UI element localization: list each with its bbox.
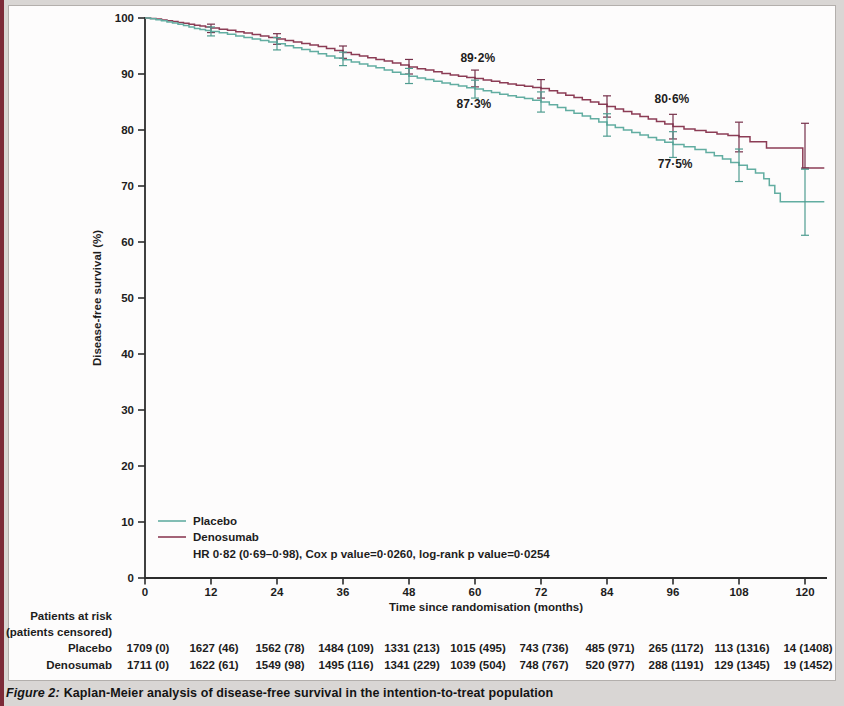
risk-value: 265 (1172) [649, 642, 704, 654]
x-tick-label: 60 [469, 586, 482, 598]
y-axis-title: Disease-free survival (%) [91, 230, 103, 366]
risk-value: 1039 (504) [450, 659, 506, 671]
y-tick-label: 30 [121, 404, 134, 416]
y-tick-label: 60 [121, 236, 134, 248]
annotation-label: 87·3% [457, 97, 492, 111]
risk-table-header2: (patients censored) [6, 626, 112, 638]
risk-value: 1562 (78) [255, 642, 304, 654]
legend-label: Placebo [193, 515, 237, 527]
risk-row-label: Placebo [68, 642, 112, 654]
x-axis-title: Time since randomisation (months) [389, 601, 583, 613]
x-tick-label: 36 [337, 586, 350, 598]
x-tick-label: 96 [667, 586, 680, 598]
y-tick-label: 70 [121, 180, 134, 192]
risk-value: 1711 (0) [127, 659, 169, 671]
figure-caption-text: Kaplan-Meier analysis of disease-free su… [64, 686, 554, 700]
risk-table-header: Patients at risk [30, 610, 112, 622]
legend-label: Denosumab [193, 531, 259, 543]
x-tick-label: 72 [535, 586, 548, 598]
y-tick-label: 20 [121, 460, 134, 472]
risk-value: 19 (1452) [783, 659, 832, 671]
y-tick-label: 50 [121, 292, 134, 304]
y-tick-label: 90 [121, 68, 134, 80]
risk-value: 1341 (229) [384, 659, 440, 671]
x-tick-label: 12 [205, 586, 218, 598]
x-tick-label: 48 [403, 586, 416, 598]
risk-value: 520 (977) [585, 659, 634, 671]
risk-value: 485 (971) [585, 642, 634, 654]
risk-value: 288 (1191) [649, 659, 704, 671]
y-tick-label: 80 [121, 124, 134, 136]
x-tick-label: 108 [729, 586, 749, 598]
annotation-label: 80·6% [655, 92, 690, 106]
annotation-label: 89·2% [460, 51, 495, 65]
figure-caption-prefix: Figure 2: [6, 686, 60, 700]
risk-value: 1331 (213) [384, 642, 440, 654]
risk-value: 1484 (109) [318, 642, 374, 654]
risk-row-label: Denosumab [46, 659, 112, 671]
y-tick-label: 0 [128, 572, 134, 584]
risk-value: 748 (767) [519, 659, 568, 671]
y-tick-label: 10 [121, 516, 134, 528]
risk-value: 1622 (61) [189, 659, 238, 671]
risk-value: 1709 (0) [127, 642, 170, 654]
risk-value: 743 (736) [519, 642, 568, 654]
risk-value: 1549 (98) [255, 659, 304, 671]
risk-value: 14 (1408) [783, 642, 832, 654]
km-chart-svg: 0 10 20 30 40 50 60 70 80 90 100 0 12 24 36 48 60 72 84 96 1… [0, 0, 844, 706]
annotation-label: 77·5% [658, 157, 693, 171]
risk-value: 1015 (495) [450, 642, 506, 654]
figure-page: 0 10 20 30 40 50 60 70 80 90 100 0 12 24 36 48 60 72 84 96 1… [0, 0, 844, 706]
y-tick-label: 40 [121, 348, 134, 360]
y-tick-label: 100 [115, 12, 134, 24]
legend-stats-line: HR 0·82 (0·69–0·98), Cox p value=0·0260,… [193, 548, 550, 560]
risk-value: 1495 (116) [319, 659, 374, 671]
figure-caption: Figure 2: Kaplan-Meier analysis of diseas… [6, 686, 836, 700]
x-tick-label: 0 [142, 586, 148, 598]
x-tick-label: 120 [795, 586, 814, 598]
risk-value: 113 (1316) [715, 642, 770, 654]
risk-value: 1627 (46) [189, 642, 238, 654]
risk-value: 129 (1345) [714, 659, 770, 671]
x-tick-label: 24 [271, 586, 284, 598]
x-tick-label: 84 [601, 586, 614, 598]
series-curve-denosumab [145, 18, 824, 168]
